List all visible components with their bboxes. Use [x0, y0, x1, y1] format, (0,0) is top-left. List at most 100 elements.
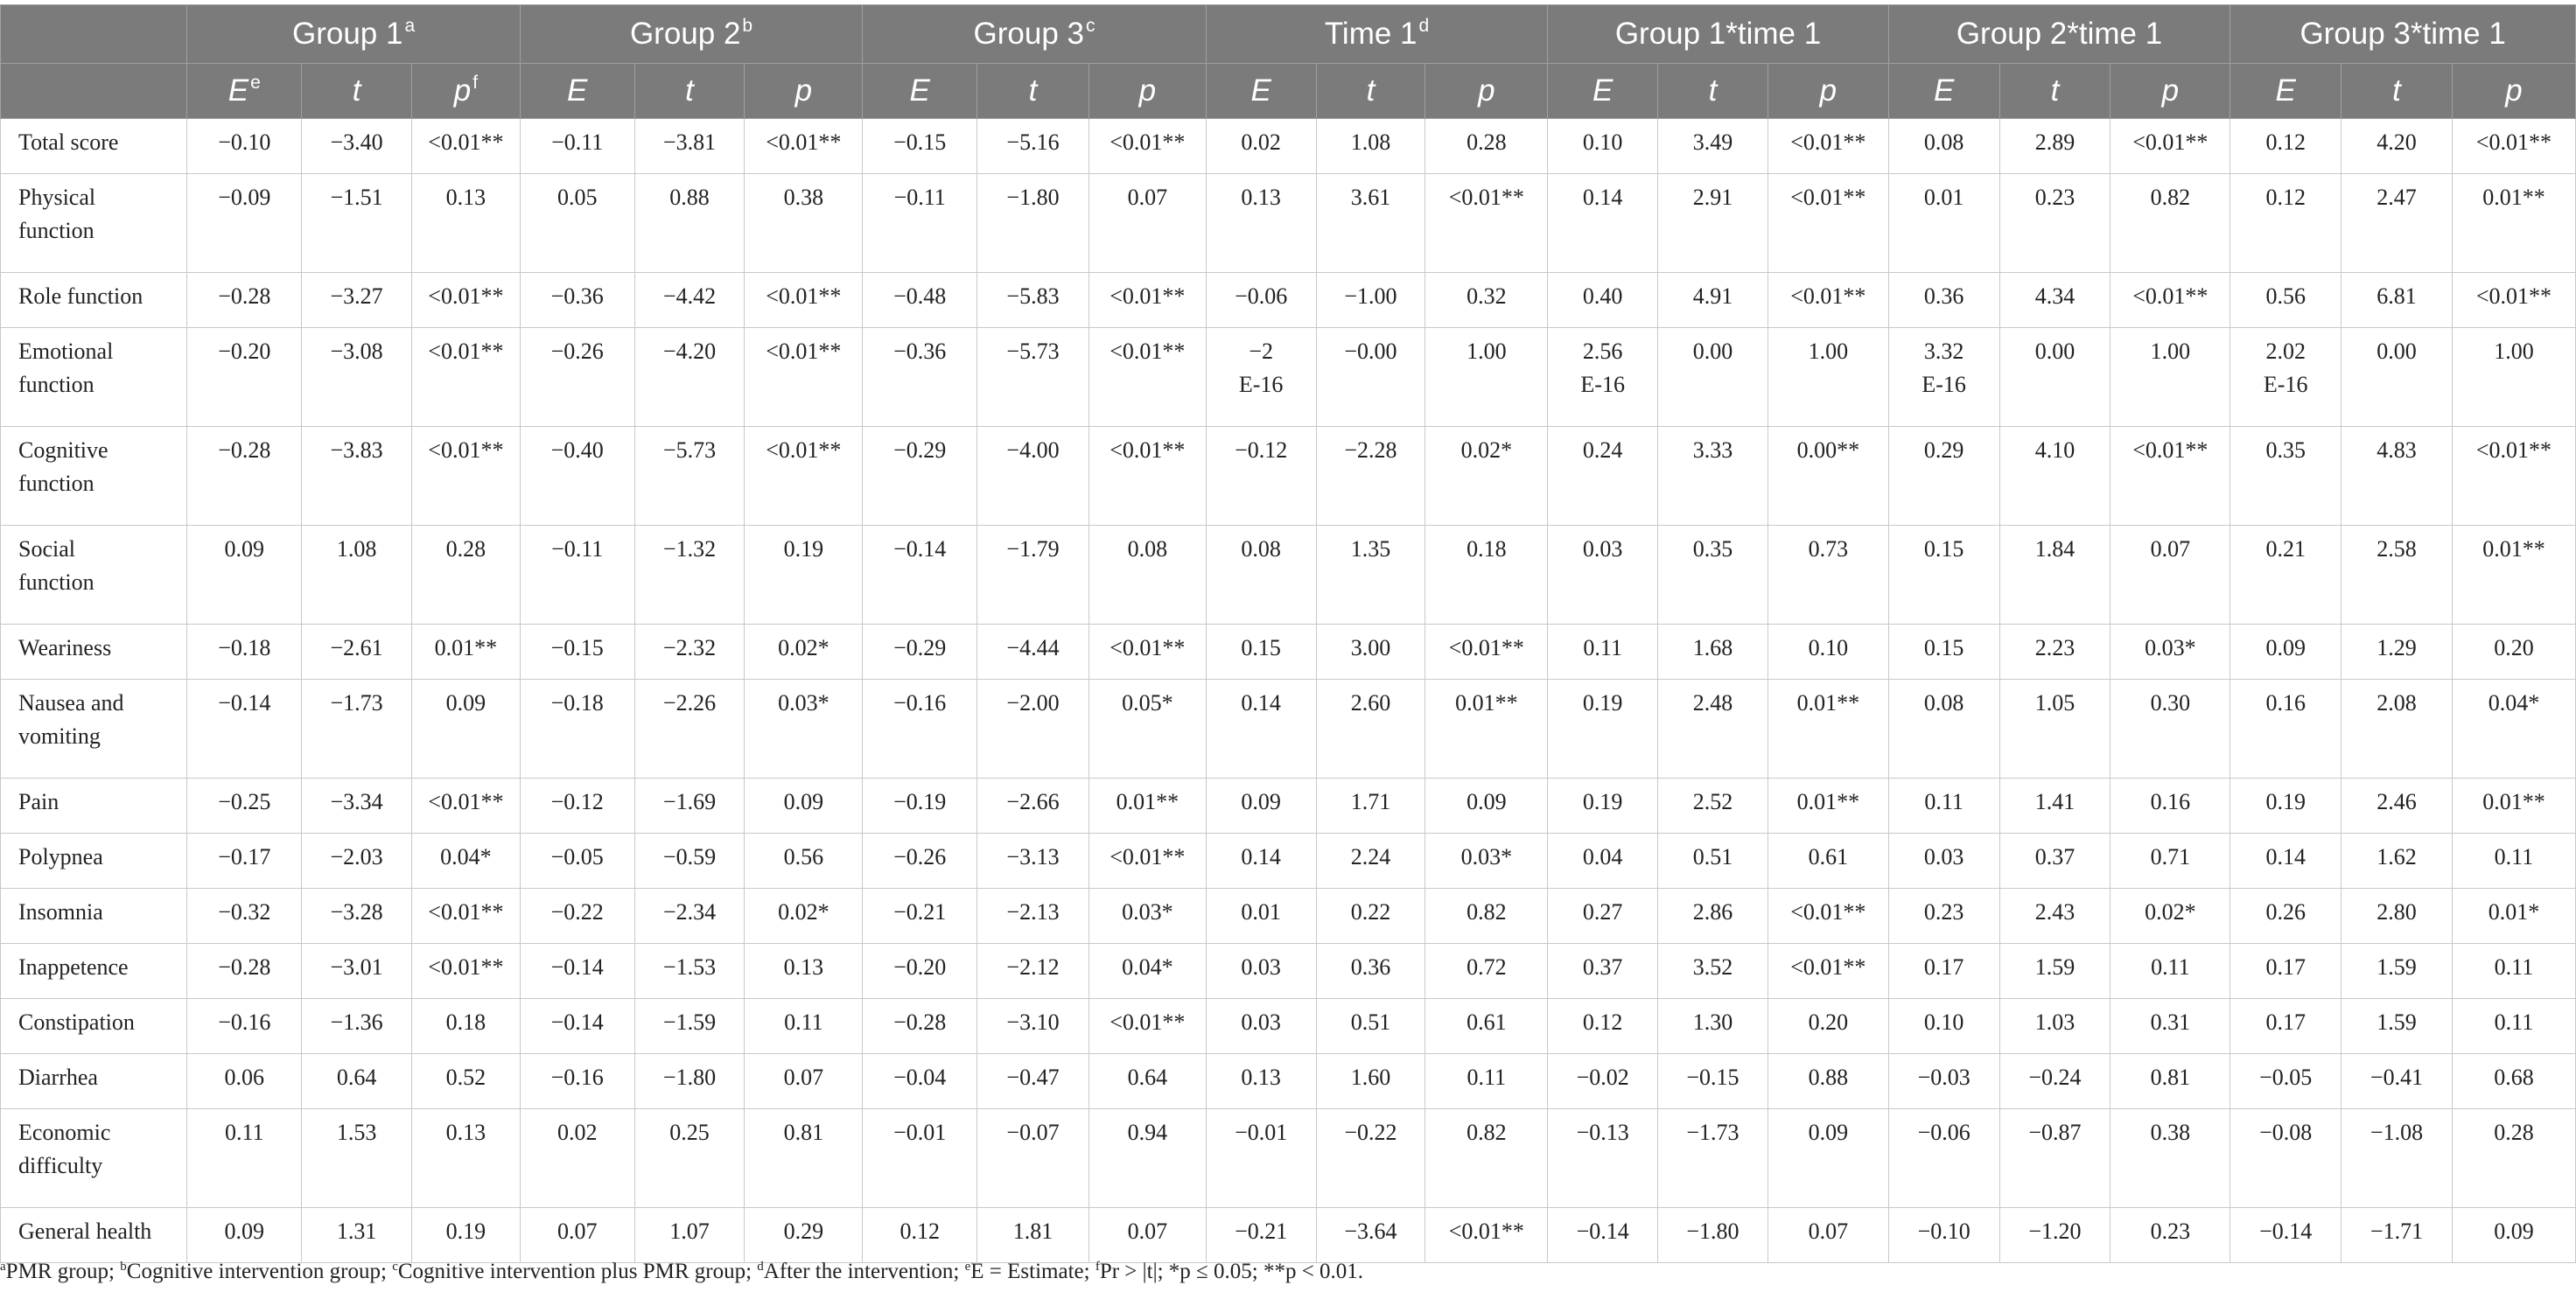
value-cell: 2.47 — [2341, 173, 2453, 273]
value-cell: 4.34 — [1998, 272, 2111, 328]
value-cell: 1.59 — [2341, 943, 2453, 999]
cell-value-line: −0.47 — [1006, 1065, 1060, 1090]
value-cell: −0.08 — [2230, 1108, 2342, 1208]
value-cell: 0.09 — [744, 778, 864, 834]
value-cell: 0.01* — [2451, 888, 2576, 944]
table-row: Physical function −0.09 −1.51 0.13 0.05 0.88 0.… — [0, 173, 2576, 273]
cell-value-line: 0.09 — [1466, 789, 1507, 814]
value-cell: 0.36 — [1315, 943, 1426, 999]
cell-value-line: 0.12 — [1582, 1009, 1623, 1035]
row-label-cell: Weariness — [0, 624, 188, 680]
cell-value-line: −0.48 — [893, 283, 947, 309]
value-cell: −3.83 — [301, 426, 412, 526]
cell-value-line: 0.01 — [1923, 185, 1964, 210]
cell-value-line: <0.01** — [2132, 283, 2208, 309]
stat-header-cell: E — [2230, 63, 2342, 119]
cell-value-line: −1.36 — [330, 1009, 383, 1035]
value-cell: 0.38 — [744, 173, 864, 273]
cell-value-line: −0.01 — [1235, 1120, 1288, 1145]
value-cell: −3.81 — [634, 118, 746, 174]
cell-value-line: 0.36 — [1350, 954, 1391, 980]
value-cell: 0.71 — [2110, 833, 2231, 889]
value-cell: 0.07 — [1088, 173, 1207, 273]
value-cell: 0.02 — [1205, 118, 1317, 174]
value-cell: 0.12 — [1547, 998, 1659, 1054]
value-cell: 2.56 E-16 — [1547, 327, 1659, 427]
value-cell: −1.00 — [1315, 272, 1426, 328]
cell-value-line: 2.46 — [2376, 789, 2417, 814]
cell-value-line: 0.64 — [336, 1065, 377, 1090]
value-cell: 0.02 — [519, 1108, 635, 1208]
cell-value-line: −3.81 — [662, 129, 717, 155]
cell-value-line: −0.04 — [893, 1065, 947, 1090]
value-cell: 0.23 — [1887, 888, 2000, 944]
cell-value-line: 2.91 — [1692, 185, 1733, 210]
value-cell: −1.69 — [634, 778, 746, 834]
cell-value-line: −0.22 — [1344, 1120, 1397, 1145]
row-label-cell: Emotional function — [0, 327, 188, 427]
cell-value-line: −0.12 — [550, 789, 604, 814]
row-label-line: Physical — [18, 185, 96, 210]
value-cell: −1.59 — [634, 998, 746, 1054]
value-cell: 0.13 — [1205, 173, 1317, 273]
value-cell: 0.07 — [1767, 1207, 1889, 1263]
cell-value-line: −0.05 — [2259, 1065, 2313, 1090]
cell-value-line: 0.01* — [2488, 899, 2540, 925]
value-cell: −0.06 — [1205, 272, 1317, 328]
value-cell: 0.01** — [2451, 525, 2576, 625]
cell-value-line: 0.11 — [2494, 954, 2534, 980]
value-cell: −0.28 — [862, 998, 978, 1054]
footnote-marker: e — [964, 1260, 971, 1274]
cell-value-line: <0.01** — [766, 339, 842, 364]
cell-value-line: −2.00 — [1006, 690, 1060, 716]
cell-value-line: −0.24 — [2028, 1065, 2082, 1090]
value-cell: −0.01 — [862, 1108, 978, 1208]
cell-value-line: 0.61 — [1808, 844, 1849, 869]
cell-value-line: 0.37 — [2034, 844, 2076, 869]
cell-value-line: −0.10 — [218, 129, 271, 155]
value-cell: −0.15 — [1657, 1053, 1768, 1109]
value-cell: −5.73 — [976, 327, 1089, 427]
cell-value-line: 0.05* — [1122, 690, 1173, 716]
cell-value-line: 0.14 — [1582, 185, 1623, 210]
cell-value-line: 0.29 — [783, 1219, 824, 1244]
cell-value-line: 0.09 — [445, 690, 486, 716]
cell-value-line: 1.00 — [1466, 339, 1507, 364]
stat-header-cell: t — [976, 63, 1089, 119]
value-cell: 0.32 — [1424, 272, 1549, 328]
cell-value-line: 0.04 — [1582, 844, 1623, 869]
cell-value-line: −0.17 — [218, 844, 271, 869]
cell-value-line: 0.00 — [1692, 339, 1733, 364]
value-cell: 0.01 — [1887, 173, 2000, 273]
value-cell: 1.59 — [2341, 998, 2453, 1054]
value-cell: 0.19 — [2230, 778, 2342, 834]
value-cell: 0.08 — [1887, 679, 2000, 779]
cell-value-line: −1.53 — [662, 954, 717, 980]
value-cell: <0.01** — [1088, 998, 1207, 1054]
value-cell: <0.01** — [1088, 426, 1207, 526]
value-cell: −3.13 — [976, 833, 1089, 889]
table-row: Insomnia −0.32 −3.28 <0.01** −0.22 −2.34 0.02*… — [0, 888, 2576, 944]
cell-value-line: 0.22 — [1350, 899, 1391, 925]
group-header-label: Group 1*time 1 — [1614, 17, 1822, 51]
value-cell: 0.09 — [186, 1207, 303, 1263]
stat-header-label: p — [1478, 73, 1495, 108]
empty-corner-cell — [0, 63, 188, 119]
table-footnote: aPMR group; bCognitive intervention grou… — [0, 1260, 1363, 1284]
value-cell: 0.24 — [1547, 426, 1659, 526]
cell-value-line: 2.08 — [2376, 690, 2417, 716]
value-cell: 0.08 — [1088, 525, 1207, 625]
stat-header-footnote-marker: f — [472, 73, 479, 93]
stat-header-cell: p — [1767, 63, 1889, 119]
value-cell: −0.16 — [186, 998, 303, 1054]
footnote-marker: f — [1095, 1260, 1100, 1274]
cell-value-line: 1.05 — [2034, 690, 2076, 716]
cell-value-line: 2.02 — [2265, 339, 2306, 364]
stat-header-cell: Ee — [186, 63, 303, 119]
cell-value-line: <0.01** — [1110, 129, 1186, 155]
stat-header-label: p — [2161, 73, 2180, 108]
cell-value-line: <0.01** — [1110, 635, 1186, 660]
cell-value-line: −1.51 — [330, 185, 383, 210]
value-cell: 0.13 — [410, 1108, 521, 1208]
cell-value-line: 0.10 — [1808, 635, 1849, 660]
